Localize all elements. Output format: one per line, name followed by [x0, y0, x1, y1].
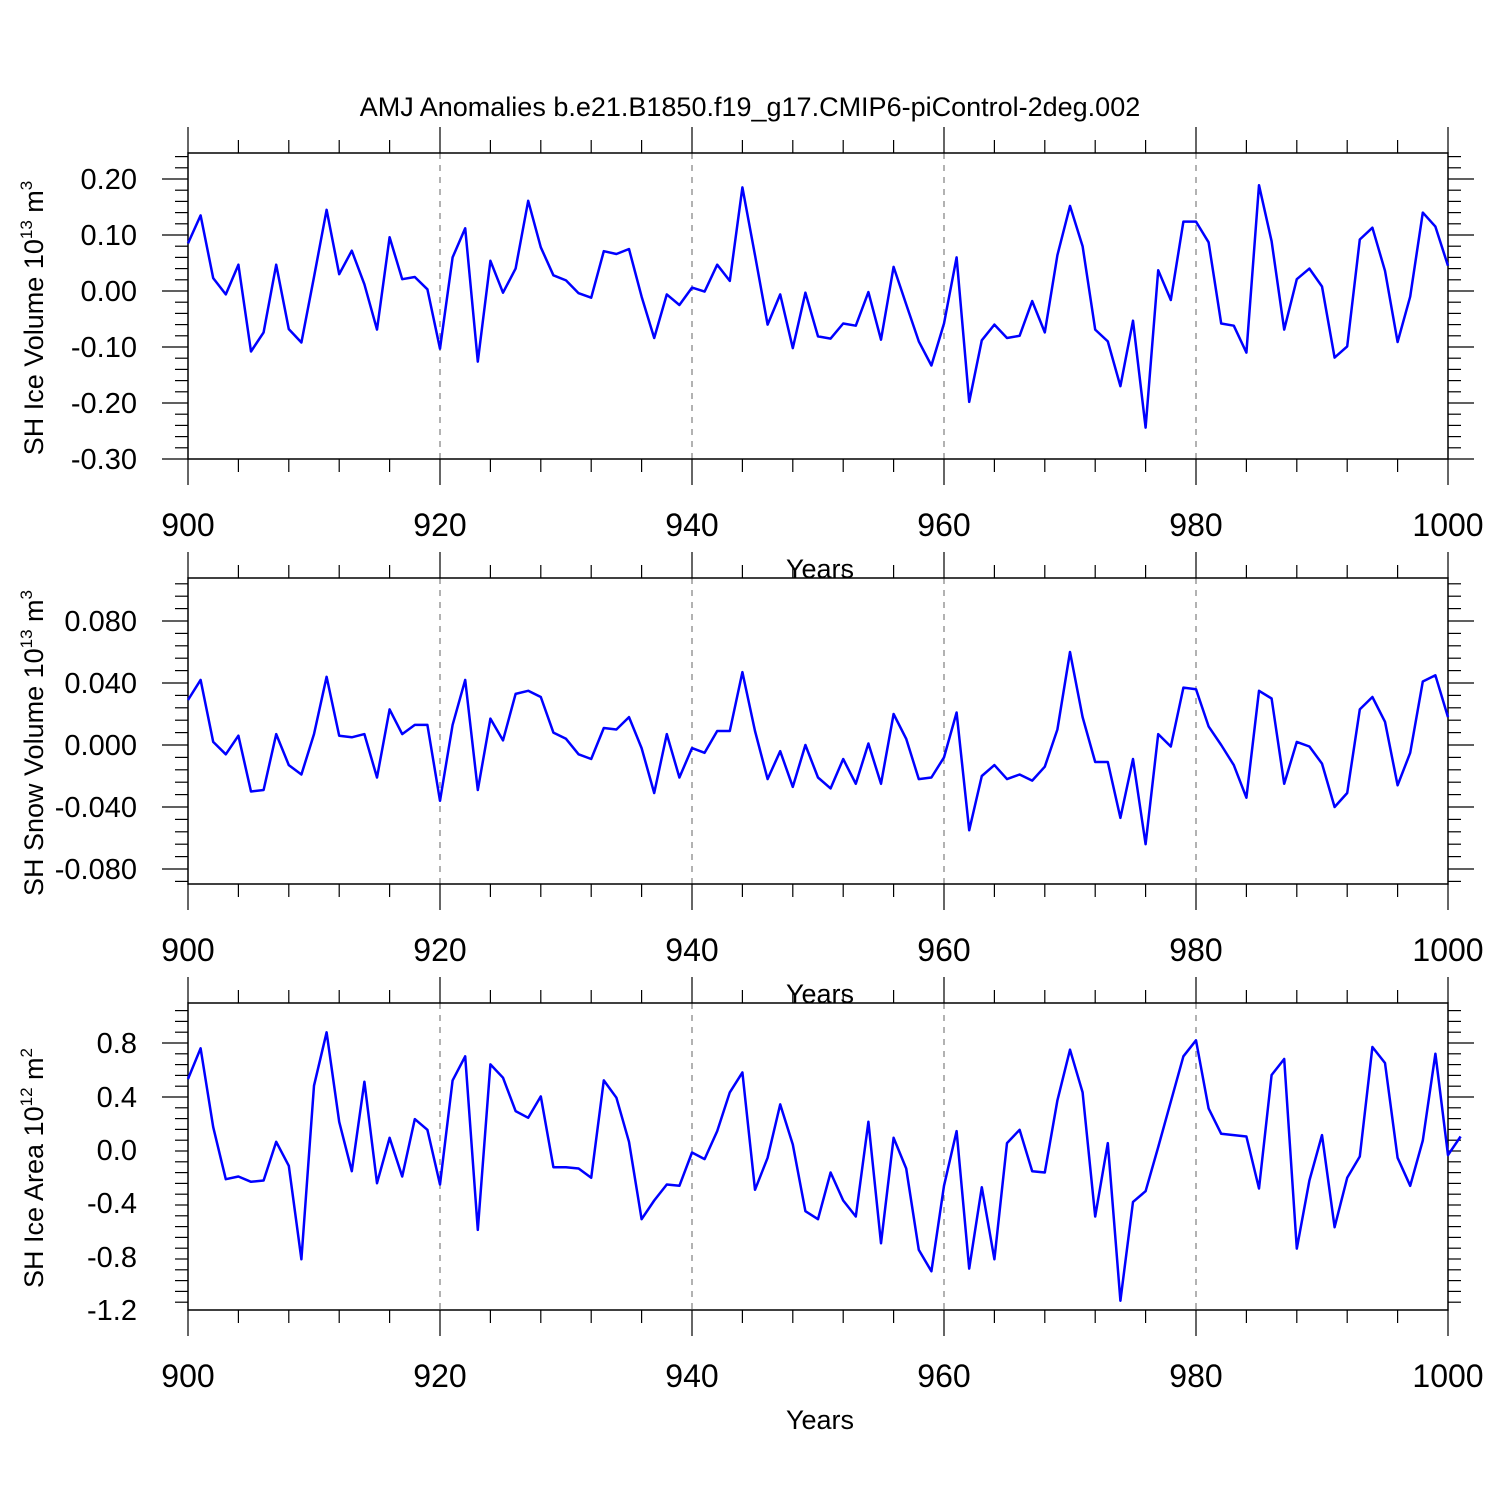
y-tick-label: 0.8 [97, 1028, 137, 1060]
x-tick-label: 940 [665, 1358, 718, 1394]
y-tick-label: 0.00 [81, 276, 137, 308]
x-tick-label: 940 [665, 932, 718, 968]
y-tick-label: -1.2 [87, 1295, 137, 1327]
y-axis-label: SH Ice Area [19, 1136, 49, 1288]
y-axis-unit-symbol: m [19, 1057, 49, 1087]
y-axis-unit-symbol-exponent: 2 [17, 1048, 36, 1057]
y-axis-unit-base: 10 [19, 239, 49, 269]
x-axis-title: Years [786, 979, 854, 1009]
y-tick-label: -0.040 [55, 792, 137, 824]
y-tick-label: 0.20 [81, 164, 137, 196]
x-tick-label: 920 [413, 1358, 466, 1394]
panel-2: 900 920 940 960 980 1000 Years 0.080 0.040 0.000 -… [17, 552, 1484, 1009]
plot-frame [187, 152, 1449, 460]
y-axis-unit-symbol: m [19, 190, 49, 220]
x-tick-label: 1000 [1412, 507, 1483, 543]
x-tick-label: 1000 [1412, 932, 1483, 968]
y-axis-unit-symbol: m [19, 599, 49, 629]
y-tick-label: 0.040 [64, 668, 137, 700]
x-tick-label: 960 [917, 932, 970, 968]
y-axis-unit-symbol-exponent: 3 [17, 181, 36, 190]
panel-1: 900 920 940 960 980 1000 Years 0.20 0.10 0.00 -0.1… [17, 127, 1484, 584]
y-axis-unit-base: 10 [19, 648, 49, 678]
y-tick-label: -0.8 [87, 1242, 137, 1274]
x-tick-label: 920 [413, 932, 466, 968]
x-tick-label: 980 [1169, 1358, 1222, 1394]
x-axis-title: Years [786, 1405, 854, 1435]
y-tick-label: 0.0 [97, 1135, 137, 1167]
series-line [186, 183, 1450, 429]
x-tick-label: 900 [161, 1358, 214, 1394]
x-tick-label: 1000 [1412, 1358, 1483, 1394]
y-tick-label: 0.4 [97, 1082, 137, 1114]
x-tick-label: 980 [1169, 507, 1222, 543]
y-axis-title: SH Ice Volume 1013 m3 [17, 181, 49, 456]
y-axis-unit-exponent: 13 [17, 629, 36, 648]
figure-title: AMJ Anomalies b.e21.B1850.f19_g17.CMIP6-… [360, 92, 1140, 122]
x-tick-label: 940 [665, 507, 718, 543]
y-axis-title: SH Snow Volume 1013 m3 [17, 590, 49, 896]
series-line [186, 650, 1450, 846]
panel-3: 900 920 940 960 980 1000 Years 0.8 0.4 0.0 -0.4 -0.… [17, 977, 1484, 1435]
y-tick-label: 0.000 [64, 730, 137, 762]
y-tick-label: -0.20 [71, 388, 137, 420]
y-axis-unit-symbol-exponent: 3 [17, 590, 36, 599]
plot-frame [187, 1002, 1449, 1311]
y-tick-label: -0.30 [71, 444, 137, 476]
y-tick-label: 0.10 [81, 220, 137, 252]
y-axis-unit-exponent: 12 [17, 1087, 36, 1106]
y-axis-unit-base: 10 [19, 1106, 49, 1136]
series-line [186, 1031, 1462, 1302]
y-tick-label: 0.080 [64, 606, 137, 638]
y-tick-label: -0.10 [71, 332, 137, 364]
y-axis-unit-exponent: 13 [17, 220, 36, 239]
y-axis-label: SH Ice Volume [19, 269, 49, 455]
x-tick-label: 900 [161, 932, 214, 968]
y-tick-label: -0.4 [87, 1188, 137, 1220]
y-axis-title: SH Ice Area 1012 m2 [17, 1048, 49, 1288]
x-tick-label: 960 [917, 507, 970, 543]
x-tick-label: 900 [161, 507, 214, 543]
y-tick-label: -0.080 [55, 854, 137, 886]
x-tick-label: 920 [413, 507, 466, 543]
plot-frame [187, 577, 1449, 885]
x-axis-title: Years [786, 554, 854, 584]
x-tick-label: 960 [917, 1358, 970, 1394]
y-axis-label: SH Snow Volume [19, 678, 49, 896]
x-tick-label: 980 [1169, 932, 1222, 968]
